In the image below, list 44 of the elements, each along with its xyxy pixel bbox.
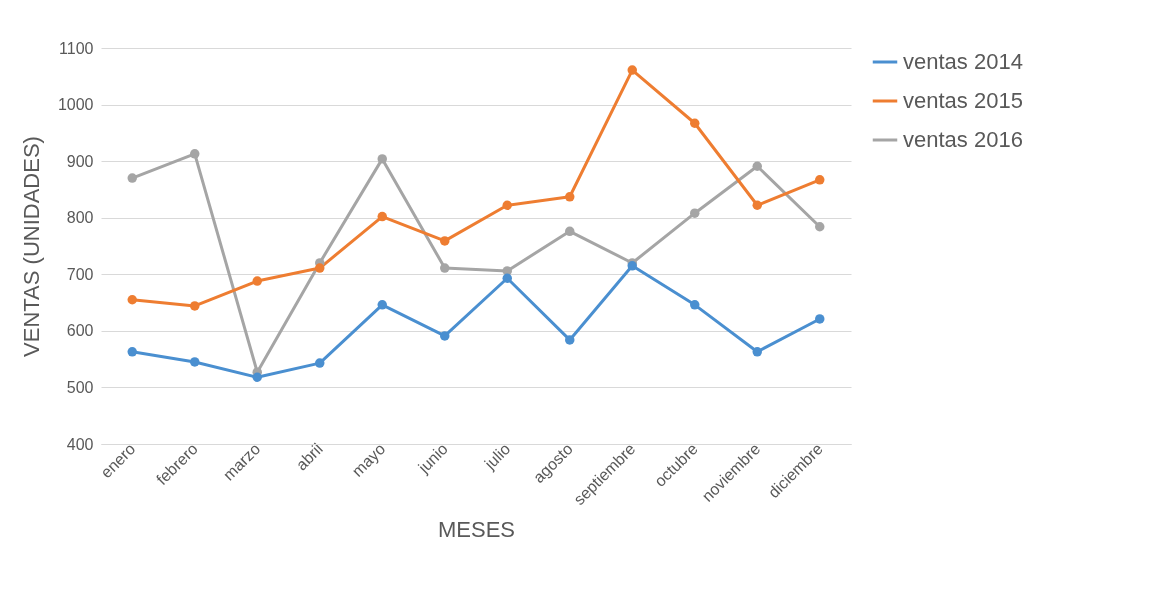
point: [690, 118, 700, 128]
point: [565, 192, 575, 202]
point: [565, 335, 575, 345]
point: [502, 273, 512, 283]
legend-label: ventas 2014: [903, 49, 1023, 74]
point: [127, 295, 137, 305]
legend-label: ventas 2016: [903, 127, 1023, 152]
y-tick-label: 600: [66, 322, 94, 340]
point: [752, 200, 762, 210]
point: [627, 65, 637, 75]
y-tick-label: 700: [66, 265, 94, 283]
point: [127, 347, 137, 357]
point: [752, 161, 762, 171]
point: [815, 314, 825, 324]
point: [315, 358, 325, 368]
point: [190, 357, 200, 367]
point: [690, 300, 700, 310]
point: [440, 331, 450, 341]
point: [252, 372, 262, 382]
point: [690, 208, 700, 218]
point: [252, 276, 262, 286]
y-tick-label: 900: [66, 152, 94, 170]
point: [502, 200, 512, 210]
point: [815, 175, 825, 185]
point: [377, 211, 387, 222]
point: [440, 263, 450, 273]
x-axis-title: MESES: [437, 517, 516, 543]
point: [815, 222, 825, 232]
point: [190, 301, 200, 311]
y-tick-label: 500: [66, 378, 94, 396]
y-tick-label: 400: [66, 435, 94, 453]
point: [440, 236, 450, 246]
y-tick-label: 800: [66, 209, 94, 227]
y-tick-label: 1000: [57, 96, 94, 114]
point: [377, 154, 387, 164]
point: [127, 173, 137, 183]
y-axis-title: VENTAS (UNIDADES): [18, 136, 44, 357]
point: [377, 300, 387, 310]
point: [190, 149, 200, 159]
point: [752, 347, 762, 357]
legend-label: ventas 2015: [903, 88, 1023, 113]
point: [315, 263, 325, 273]
y-tick-label: 1100: [59, 39, 94, 57]
point: [565, 226, 575, 237]
